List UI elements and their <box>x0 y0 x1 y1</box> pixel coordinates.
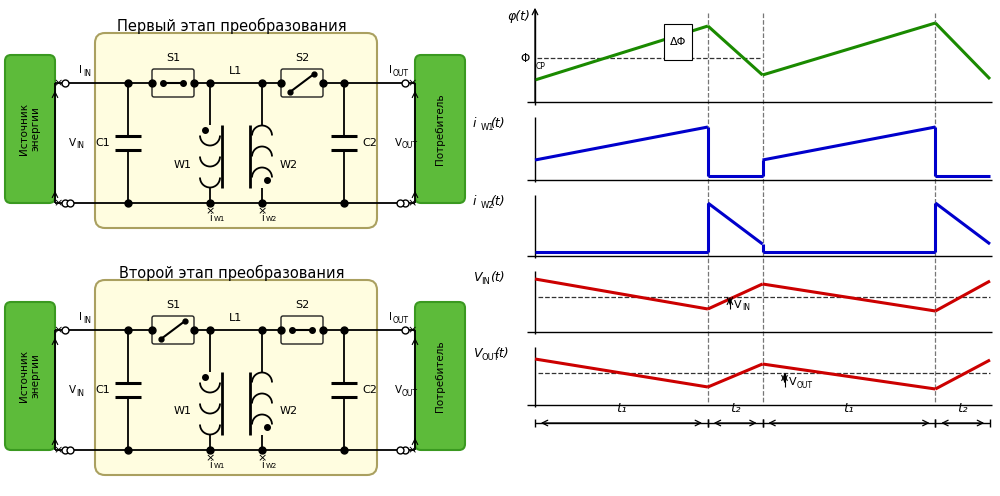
Text: ×: × <box>53 445 63 455</box>
FancyBboxPatch shape <box>415 302 465 450</box>
Text: I: I <box>388 65 392 75</box>
Text: I: I <box>388 312 392 322</box>
Text: V: V <box>68 385 76 395</box>
Text: ×: × <box>257 206 267 216</box>
Text: V: V <box>394 138 402 148</box>
Text: W2: W2 <box>266 216 277 222</box>
Text: t₂: t₂ <box>957 401 968 415</box>
Text: i: i <box>209 460 211 470</box>
Text: ×: × <box>53 325 63 335</box>
Text: Источник
энергии: Источник энергии <box>19 103 41 155</box>
Text: OUT: OUT <box>796 380 812 389</box>
Text: C2: C2 <box>362 138 377 148</box>
Text: ×: × <box>407 445 417 455</box>
Text: V: V <box>394 385 402 395</box>
Text: V: V <box>473 347 482 360</box>
Text: OUT: OUT <box>402 141 418 150</box>
FancyBboxPatch shape <box>5 55 55 203</box>
FancyBboxPatch shape <box>5 302 55 450</box>
Text: W2: W2 <box>481 201 494 210</box>
Text: C2: C2 <box>362 385 377 395</box>
FancyBboxPatch shape <box>95 33 377 228</box>
FancyBboxPatch shape <box>152 316 194 344</box>
Text: ×: × <box>53 78 63 88</box>
Text: CP: CP <box>536 62 546 71</box>
Text: (t): (t) <box>490 195 505 208</box>
Text: IN: IN <box>76 388 84 397</box>
Text: IN: IN <box>83 316 91 325</box>
Text: (t): (t) <box>490 271 505 284</box>
Text: Потребитель: Потребитель <box>435 340 445 412</box>
Text: t₁: t₁ <box>844 401 854 415</box>
Text: i: i <box>261 460 263 470</box>
FancyBboxPatch shape <box>95 280 377 475</box>
Text: ×: × <box>257 453 267 463</box>
Text: Источник
энергии: Источник энергии <box>19 350 41 402</box>
Text: ×: × <box>53 198 63 208</box>
Text: S2: S2 <box>295 53 309 63</box>
Text: ×: × <box>407 198 417 208</box>
Text: ×: × <box>407 78 417 88</box>
Text: (t): (t) <box>490 117 505 130</box>
Text: OUT: OUT <box>402 388 418 397</box>
Text: i: i <box>473 195 477 208</box>
Text: W2: W2 <box>280 160 298 170</box>
Text: t₁: t₁ <box>616 401 627 415</box>
Text: W2: W2 <box>266 463 277 469</box>
FancyBboxPatch shape <box>152 69 194 97</box>
Text: (t): (t) <box>494 347 509 360</box>
Text: t₂: t₂ <box>730 401 741 415</box>
Text: W1: W1 <box>174 407 192 417</box>
Text: ΔΦ: ΔΦ <box>670 37 686 47</box>
FancyBboxPatch shape <box>415 55 465 203</box>
Text: V: V <box>734 300 742 310</box>
Text: S1: S1 <box>166 53 180 63</box>
Text: ×: × <box>205 206 215 216</box>
Text: Φ: Φ <box>521 52 530 64</box>
Text: I: I <box>78 65 82 75</box>
Text: φ(t): φ(t) <box>507 10 530 23</box>
Text: OUT: OUT <box>393 316 409 325</box>
Text: Первый этап преобразования: Первый этап преобразования <box>117 18 347 34</box>
Text: IN: IN <box>742 304 750 312</box>
Text: ×: × <box>205 453 215 463</box>
Text: i: i <box>261 213 263 223</box>
Text: IN: IN <box>481 277 490 286</box>
Text: Потребитель: Потребитель <box>435 93 445 165</box>
FancyBboxPatch shape <box>281 316 323 344</box>
Text: V: V <box>473 271 482 284</box>
Text: Второй этап преобразования: Второй этап преобразования <box>119 265 345 281</box>
Text: i: i <box>473 117 477 130</box>
Text: W1: W1 <box>214 216 225 222</box>
Text: C1: C1 <box>95 138 110 148</box>
Text: OUT: OUT <box>393 69 409 78</box>
Text: S2: S2 <box>295 300 309 310</box>
Text: IN: IN <box>76 141 84 150</box>
Text: I: I <box>78 312 82 322</box>
Text: V: V <box>788 377 796 387</box>
Text: S1: S1 <box>166 300 180 310</box>
Text: W1: W1 <box>214 463 225 469</box>
Bar <box>664 24 692 60</box>
Text: V: V <box>68 138 76 148</box>
Text: IN: IN <box>83 69 91 78</box>
Text: i: i <box>209 213 211 223</box>
Text: L1: L1 <box>229 66 243 76</box>
Text: W1: W1 <box>174 160 192 170</box>
FancyBboxPatch shape <box>281 69 323 97</box>
Text: L1: L1 <box>229 313 243 323</box>
Text: OUT: OUT <box>481 353 499 362</box>
Text: W2: W2 <box>280 407 298 417</box>
Text: ×: × <box>407 325 417 335</box>
Text: W1: W1 <box>481 123 494 132</box>
Text: C1: C1 <box>95 385 110 395</box>
